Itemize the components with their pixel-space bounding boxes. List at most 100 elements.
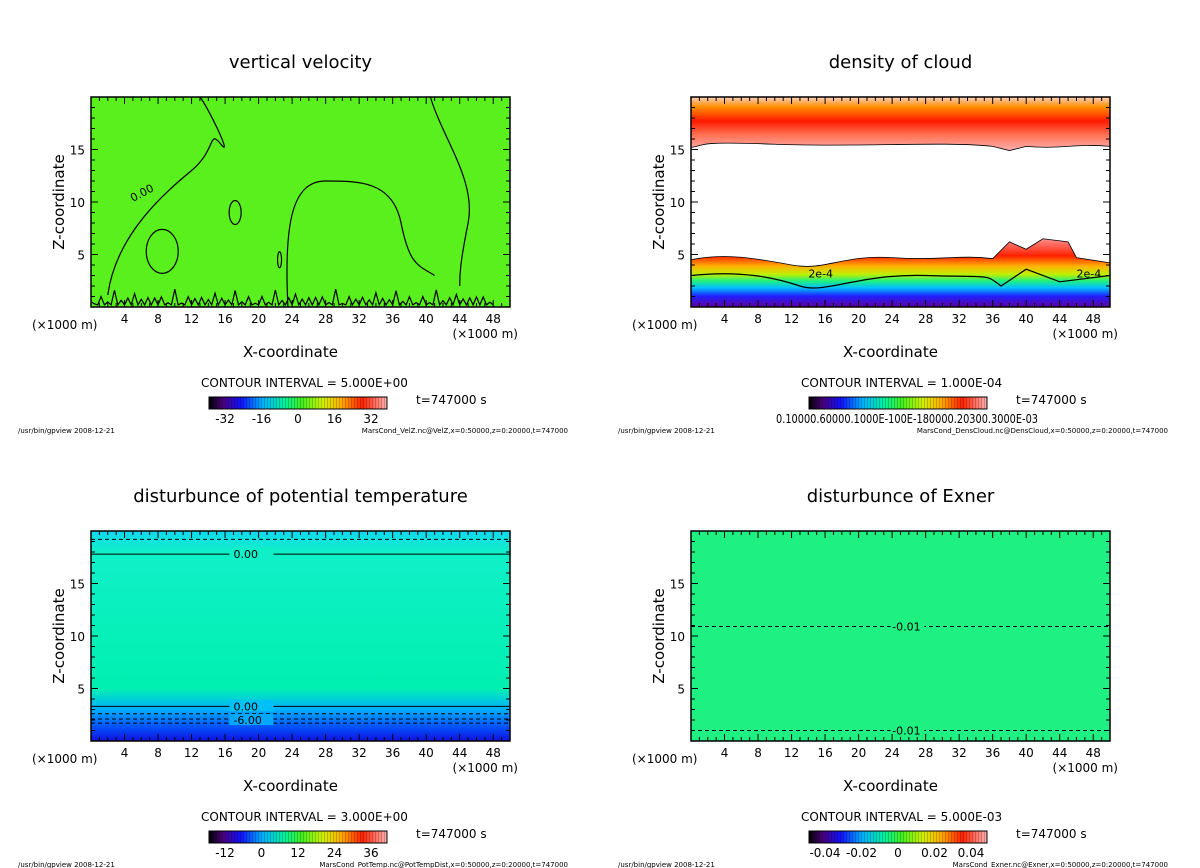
x-axis-label: X-coordinate xyxy=(843,777,938,795)
colorbar-tick-label: -16 xyxy=(252,412,272,426)
y-tick-label: 5 xyxy=(77,249,85,263)
x-tick-label: 36 xyxy=(385,312,400,326)
x-tick-label: 28 xyxy=(318,746,333,760)
x-tick-label: 36 xyxy=(385,746,400,760)
colorbar-tick-label: 0 xyxy=(258,846,266,860)
footer-right: MarsCond_PotTemp.nc@PotTempDist,x=0:5000… xyxy=(319,861,568,868)
contour-label-backdrop xyxy=(229,714,274,725)
x-unit-left: (×1000 m) xyxy=(32,752,97,766)
x-unit-left: (×1000 m) xyxy=(632,752,697,766)
chart-panel-4: disturbunce of Exner-0.01-0.014 8 12 16 20 24… xyxy=(618,486,1168,868)
x-tick-label: 4 xyxy=(721,312,729,326)
contour-interval: CONTOUR INTERVAL = 3.000E+00 xyxy=(201,810,408,824)
y-axis-ticks: 5 10 15 xyxy=(670,107,1110,297)
colorbar-tick-label: 0.04 xyxy=(958,846,985,860)
x-tick-label: 32 xyxy=(952,746,967,760)
x-axis-ticks: 4 8 12 16 20 24 28 32 36 40 44 48 xyxy=(98,531,503,760)
x-tick-label: 40 xyxy=(419,312,434,326)
contour-interval: CONTOUR INTERVAL = 1.000E-04 xyxy=(801,376,1002,390)
data-field: 2e-4 2e-4 xyxy=(690,96,1111,308)
x-tick-label: 48 xyxy=(1086,746,1101,760)
x-tick-label: 16 xyxy=(817,746,832,760)
colorbar-frame xyxy=(208,396,388,410)
contour-line xyxy=(107,96,225,296)
x-tick-label: 8 xyxy=(154,746,162,760)
cloud-lower-layer xyxy=(690,238,1111,308)
x-tick-label: 28 xyxy=(918,746,933,760)
x-unit-left: (×1000 m) xyxy=(32,318,97,332)
x-tick-label: 24 xyxy=(284,312,299,326)
x-tick-label: 44 xyxy=(452,746,467,760)
x-tick-label: 44 xyxy=(452,312,467,326)
colorbar-tick-label: 0.02 xyxy=(921,846,948,860)
colorbar-stripes xyxy=(209,831,387,843)
contour-label: -0.01 xyxy=(892,621,920,634)
data-field: 0.00 xyxy=(90,96,510,308)
colorbar-tick-label: 24 xyxy=(327,846,342,860)
colorbar-frame xyxy=(808,396,988,410)
y-axis-label: Z-coordinate xyxy=(50,588,68,683)
contour-line xyxy=(690,268,1111,289)
x-tick-label: 36 xyxy=(985,312,1000,326)
chart-title: disturbunce of Exner xyxy=(807,486,995,507)
x-tick-label: 48 xyxy=(1086,312,1101,326)
contour-label: -0.01 xyxy=(892,725,920,738)
chart-title: density of cloud xyxy=(829,52,973,73)
y-tick-label: 5 xyxy=(677,683,685,697)
contour-label: 2e-4 xyxy=(808,268,833,281)
y-axis-ticks: 5 10 15 xyxy=(670,541,1110,731)
data-field: 0.000.00-6.00 xyxy=(91,531,510,741)
x-tick-label: 24 xyxy=(884,746,899,760)
x-tick-label: 20 xyxy=(251,312,266,326)
x-tick-label: 24 xyxy=(284,746,299,760)
chart-panel-3: disturbunce of potential temperature 0.00… xyxy=(18,486,568,868)
x-tick-label: 48 xyxy=(486,312,501,326)
x-tick-label: 8 xyxy=(754,746,762,760)
x-tick-label: 44 xyxy=(1052,312,1067,326)
colorbar-frame xyxy=(808,830,988,844)
colorbar-tick-label: 0 xyxy=(894,846,902,860)
time-stamp: t=747000 s xyxy=(1016,393,1087,407)
x-tick-label: 36 xyxy=(985,746,1000,760)
colorbar: 0.10000.60000.1000E-100E-180000.20300.30… xyxy=(776,396,1038,426)
contour-line xyxy=(429,96,470,287)
footer-right: MarsCond_DensCloud.nc@DensCloud,x=0:5000… xyxy=(917,427,1168,435)
footer-left: /usr/bin/gpview 2008-12-21 xyxy=(618,861,715,868)
chart-title: disturbunce of potential temperature xyxy=(133,486,468,507)
contour-label: 2e-4 xyxy=(1076,268,1101,281)
colorbar-stripes xyxy=(209,397,387,409)
x-tick-label: 40 xyxy=(1019,312,1034,326)
contour-line xyxy=(286,180,435,308)
x-tick-label: 20 xyxy=(251,746,266,760)
x-tick-label: 12 xyxy=(784,746,799,760)
colorbar-tick-label: 12 xyxy=(290,846,305,860)
colorbar-tick-label: 36 xyxy=(363,846,378,860)
x-tick-label: 44 xyxy=(1052,746,1067,760)
x-tick-label: 4 xyxy=(121,746,129,760)
colorbar: -32 -16 0 16 32 xyxy=(208,396,388,426)
x-tick-label: 32 xyxy=(352,746,367,760)
y-tick-label: 15 xyxy=(670,578,685,592)
colorbar-stripes xyxy=(809,397,987,409)
contour-label-backdrop xyxy=(890,620,925,632)
y-axis-label: Z-coordinate xyxy=(650,154,668,249)
x-tick-label: 28 xyxy=(918,312,933,326)
y-axis-label: Z-coordinate xyxy=(50,154,68,249)
contour-interval: CONTOUR INTERVAL = 5.000E+00 xyxy=(201,376,408,390)
contour-label: -6.00 xyxy=(233,714,261,727)
footer-left: /usr/bin/gpview 2008-12-21 xyxy=(18,861,115,868)
x-tick-label: 8 xyxy=(154,312,162,326)
y-tick-label: 15 xyxy=(70,144,85,158)
footer-left: /usr/bin/gpview 2008-12-21 xyxy=(18,427,115,435)
y-axis-ticks: 5 10 15 xyxy=(70,541,510,731)
x-tick-label: 28 xyxy=(318,312,333,326)
x-tick-label: 12 xyxy=(184,312,199,326)
y-axis-label: Z-coordinate xyxy=(650,588,668,683)
x-tick-label: 40 xyxy=(1019,746,1034,760)
time-stamp: t=747000 s xyxy=(416,393,487,407)
field-fill xyxy=(691,531,1110,741)
colorbar-tick-label: 32 xyxy=(363,412,378,426)
time-stamp: t=747000 s xyxy=(1016,827,1087,841)
